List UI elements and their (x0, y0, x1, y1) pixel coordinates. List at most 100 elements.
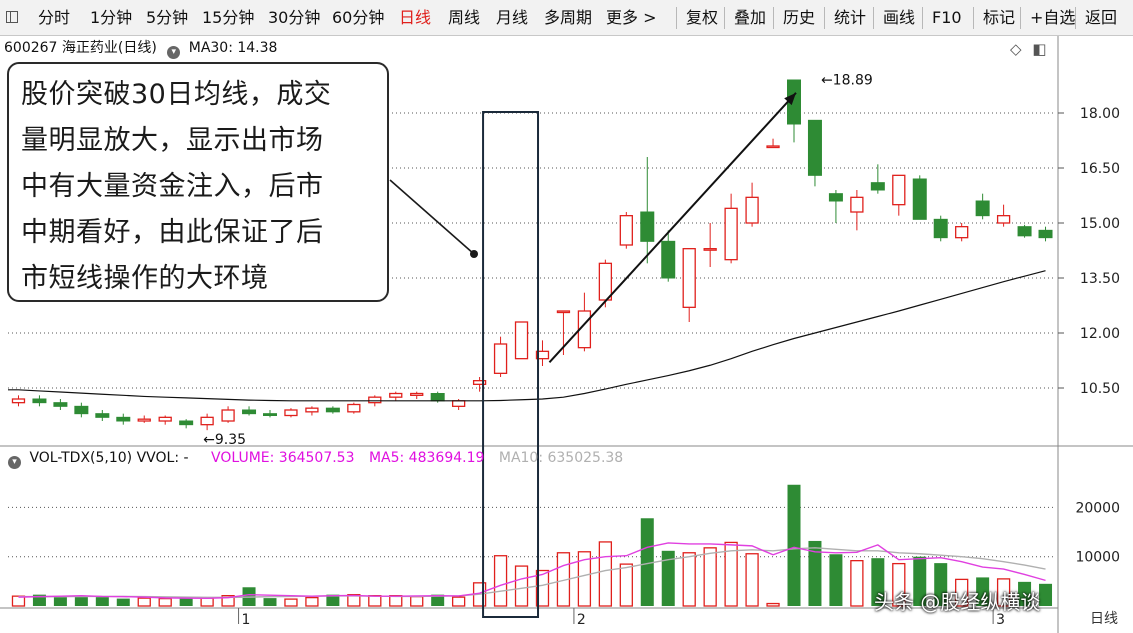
volume-bar-down (1039, 583, 1053, 606)
candle-body-up (955, 226, 969, 239)
period-tab-0[interactable]: 分时 (38, 8, 71, 27)
tool-button-3[interactable]: 统计 (834, 8, 867, 27)
candle-body-down (179, 420, 194, 426)
candle-body-up (892, 174, 906, 206)
candle-body-up (724, 207, 738, 261)
candle-body-down (870, 182, 885, 191)
vol-ma5-line (18, 542, 1046, 600)
annotation-line: 量明显放大，显示出市场 (21, 125, 324, 156)
vol-settings-icon[interactable]: ▾ (8, 456, 21, 469)
period-tab-2[interactable]: 5分钟 (146, 8, 189, 27)
toolbar-separator (873, 7, 874, 29)
candle-body-down (74, 405, 89, 415)
volume-bar-down (913, 556, 927, 606)
volume-bar-down (976, 577, 990, 606)
volume-bar-up (535, 569, 550, 607)
period-toolbar: 分时 1分钟 5分钟 15分钟 30分钟 60分钟 日线 周线 月线 多周期 更多 > 复权 叠加 历史… (0, 0, 1133, 36)
annotation-line: 股价突破30日均线，成交 (21, 79, 332, 110)
toolbar-separator (676, 7, 677, 29)
volume-bar-up (514, 565, 529, 607)
period-tab-9[interactable]: 多周期 (544, 8, 593, 27)
time-tick-label: 1 (242, 612, 251, 628)
candle-body-up (996, 215, 1011, 224)
candle-body-up (745, 196, 759, 224)
candle-body-up (598, 262, 613, 301)
toolbar-separator (773, 7, 774, 29)
period-tab-1[interactable]: 1分钟 (90, 8, 133, 27)
volume-bar-up (766, 602, 780, 607)
candle-body-down (933, 218, 948, 239)
candle-body-up (514, 321, 529, 360)
stock-title: 600267 海正药业(日线) (4, 40, 157, 56)
volume-bar-down (116, 598, 130, 606)
candle-body-up (11, 398, 26, 404)
annotation-line: 中有大量资金注入，后市 (21, 171, 324, 202)
volume-bar-down (808, 540, 822, 606)
settings-circle-icon[interactable]: ▾ (167, 46, 181, 59)
period-tag: 日线 (1090, 611, 1118, 627)
candle-body-down (828, 193, 843, 202)
candle-body-up (284, 409, 298, 417)
menu-icon[interactable] (6, 11, 18, 23)
period-tab-10[interactable]: 更多 > (606, 8, 657, 27)
tool-button-1[interactable]: 叠加 (734, 8, 767, 27)
price-tick-label: 16.50 (1080, 161, 1120, 177)
volume-bar-up (158, 597, 172, 607)
candle-body-down (263, 413, 277, 416)
volume-bar-down (661, 550, 675, 606)
tool-button-8[interactable]: 返回 (1085, 8, 1118, 27)
ma30-line (8, 270, 1046, 402)
trend-arrow-head (784, 92, 796, 106)
tool-button-0[interactable]: 复权 (686, 8, 719, 27)
candle-body-up (766, 145, 780, 149)
window-icon[interactable]: ◧ (1032, 40, 1047, 58)
period-tab-6[interactable]: 日线 (399, 8, 432, 27)
candle-body-up (368, 396, 382, 404)
time-tick-label: 3 (996, 612, 1005, 628)
tool-button-6[interactable]: 标记 (983, 8, 1016, 27)
period-tab-5[interactable]: 60分钟 (332, 8, 385, 27)
tool-button-7[interactable]: +自选 (1030, 8, 1076, 27)
volume-bar-down (1018, 581, 1032, 606)
candle-body-up (451, 400, 466, 407)
volume-bar-down (326, 594, 340, 606)
candle-body-down (807, 119, 822, 176)
price-tick-label: 15.00 (1080, 216, 1120, 232)
annotation-line: 中期看好，由此保证了后 (21, 217, 324, 248)
volume-bar-up (305, 596, 319, 607)
annotation-line: 市短线操作的大环境 (21, 263, 269, 294)
volume-bar-down (640, 518, 654, 606)
volume-bar-up (368, 595, 382, 607)
toolbar-separator (1020, 7, 1021, 29)
tool-button-2[interactable]: 历史 (783, 8, 816, 27)
vol-ma5-value: MA5: 483694.19 (368, 450, 485, 466)
vol-ma10-value: MA10: 635025.38 (498, 450, 624, 466)
volume-bar-up (410, 595, 424, 607)
price-tick-label: 13.50 (1080, 271, 1120, 287)
period-tab-8[interactable]: 月线 (496, 8, 529, 27)
candle-body-down (912, 178, 927, 220)
toolbar-separator (1075, 7, 1076, 29)
volume-bar-up (703, 547, 717, 607)
candle-body-down (242, 409, 257, 415)
period-tab-3[interactable]: 15分钟 (202, 8, 255, 27)
volume-bar-up (137, 597, 151, 607)
candle-body-down (1038, 229, 1053, 239)
volume-value: VOLUME: 364507.53 (211, 450, 355, 466)
price-extreme-label: ←9.35 (203, 432, 246, 448)
volume-bar-up (955, 578, 969, 607)
tool-button-5[interactable]: F10 (932, 8, 962, 27)
toolbar-separator (824, 7, 825, 29)
candle-body-down (1017, 226, 1032, 237)
tool-button-4[interactable]: 画线 (883, 8, 916, 27)
volume-bar-up (451, 596, 466, 607)
volume-bar-down (787, 484, 801, 606)
period-tab-7[interactable]: 周线 (448, 8, 481, 27)
volume-bar-up (850, 560, 864, 607)
period-tab-4[interactable]: 30分钟 (268, 8, 321, 27)
candle-body-up (410, 392, 424, 396)
diamond-icon[interactable]: ◇ (1010, 40, 1022, 58)
volume-header: ▾ VOL-TDX(5,10) VVOL: - VOLUME: 364507.5… (0, 448, 624, 469)
candle-body-up (493, 343, 508, 374)
